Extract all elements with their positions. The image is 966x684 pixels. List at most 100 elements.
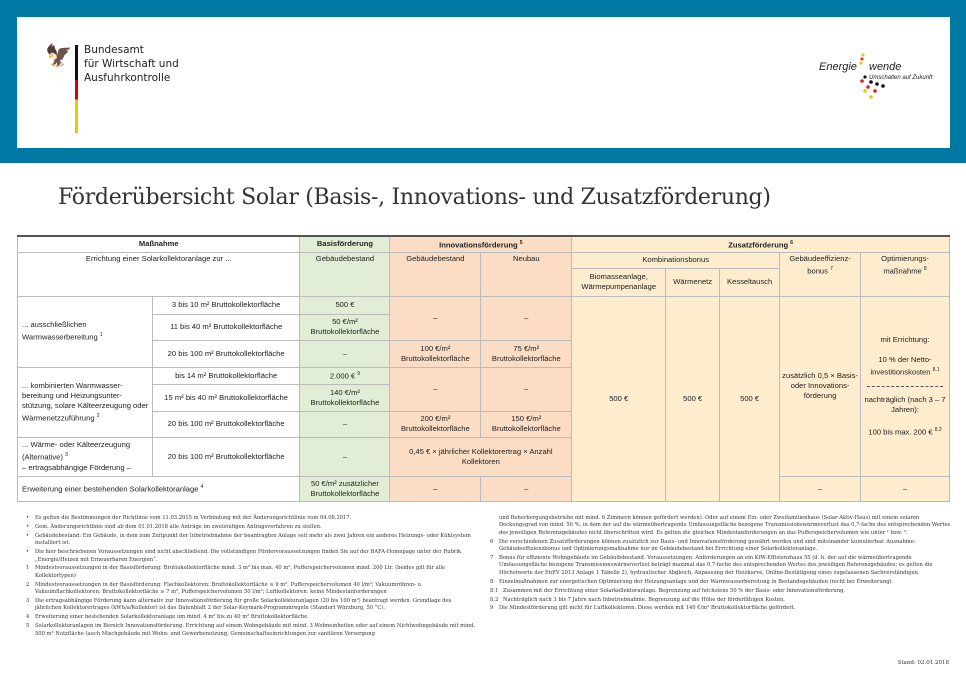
footnote: 2 Mindestvoraussetzungen in der Basisförd… (26, 582, 476, 597)
basis-value: 500 € (299, 295, 391, 315)
footnote-text: Gem. Änderungsrichtlinie sind ab dem 01.… (35, 523, 322, 530)
footnote-text: Gebäudebestand: Ein Gebäude, in dem zum … (35, 532, 471, 547)
header-effizienz: Gebäudeeffizienz-bonus 7 (779, 251, 862, 297)
footnote-number: • (26, 549, 30, 556)
header-innovation: Innovationsförderung 5 (389, 235, 573, 253)
header-waermenetz: Wärmenetz (665, 267, 721, 297)
group-ertrag: ... Wärme- oder Kälteerzeugung (Alternat… (17, 436, 153, 477)
footnote-number: 5 (26, 623, 30, 630)
footnote-number: 2 (26, 581, 30, 588)
header-innov-gebaeude: Gebäudebestand (389, 251, 482, 297)
row-area: 20 bis 100 m² Bruttokollektorfläche (151, 339, 301, 368)
innov-value: – (389, 475, 482, 502)
footnote-number: 8 (490, 578, 494, 585)
header-optim: Optimierungs-maßnahme 8 (860, 251, 950, 297)
header-innov-neubau: Neubau (480, 251, 573, 297)
footnote-text: Einzelmaßnahmen zur energetischen Optimi… (499, 578, 894, 585)
footnote-number: 8.1 (490, 587, 499, 594)
footnote-number: 9 (490, 605, 494, 612)
bafa-logo: 🦅 Bundesamt für Wirtschaft und Ausfuhrko… (45, 43, 179, 133)
header-massnahme: Maßnahme (16, 235, 301, 253)
basis-value: – (299, 339, 391, 368)
innov-value: – (389, 295, 482, 341)
header-frame: 🦅 Bundesamt für Wirtschaft und Ausfuhrko… (0, 0, 966, 163)
footnote-text: Die verschiedenen Zusatzförderungen könn… (499, 538, 916, 553)
effizienz-value: zusätzlich 0,5 × Basis- oder Innovations… (779, 295, 862, 477)
footnote: • Es gelten die Bestimmungen der Richtlin… (26, 515, 476, 522)
innov-value: 150 €/m² Bruttokollektorfläche (480, 410, 573, 438)
header-kessel: Kesseltausch (719, 267, 781, 297)
footnote-text: Nachträglich nach 3 bis 7 Jahre nach Inb… (503, 596, 785, 603)
footnote: • Die hier beschriebenen Voraussetzungen … (26, 549, 476, 564)
german-flag-bar (75, 45, 78, 133)
footnote-number: 4 (26, 614, 30, 621)
header-bio: Biomasseanlage, Wärmepumpenanlage (571, 267, 667, 297)
basis-value: – (299, 410, 391, 438)
innov-value: – (480, 475, 573, 502)
footnotes-right: und Beherbergungsbetriebe mit mind. 6 Zi… (490, 515, 955, 614)
kombi-waermenetz-value: 500 € (665, 295, 721, 502)
group-warmwasser: ... ausschließlichen Warmwasserbereitung… (17, 295, 153, 368)
header-inner: 🦅 Bundesamt für Wirtschaft und Ausfuhrko… (17, 17, 950, 148)
footnote: 3 Die ertragsabhängige Förderung kann alt… (26, 598, 476, 613)
header-errichtung: Errichtung einer Solarkollektoranlage zu… (16, 251, 301, 297)
org-line: für Wirtschaft und (84, 58, 179, 70)
footnote: 1 Mindestvoraussetzungen in der Basisförd… (26, 565, 476, 580)
kombi-bio-value: 500 € (571, 295, 667, 502)
optim-value: mit Errichtung: 10 % der Netto-investiti… (860, 295, 950, 477)
innov-value: 0,45 € × jährlicher Kollektorertrag × An… (389, 436, 573, 477)
innov-value: 75 €/m² Bruttokollektorfläche (480, 339, 573, 368)
row-area: 15 m² bis 40 m² Bruttokollektorfläche (151, 383, 301, 412)
footnote-number: 8.2 (490, 596, 499, 603)
footnote-number: 7 (490, 555, 494, 562)
group-kombiniert: ... kombinierten Warmwasser-bereitung un… (17, 366, 153, 438)
footnote-text: Die ertragsabhängige Förderung kann alte… (35, 598, 452, 612)
basis-value: 2.000 € 9 (299, 366, 391, 385)
footnote-number: • (26, 515, 30, 521)
footnote-text: Zusammen mit der Errichtung einer Solark… (503, 587, 846, 594)
footnote-text: Die hier beschriebenen Voraussetzungen s… (35, 549, 462, 563)
footnote-number (490, 515, 499, 537)
footnotes-left: • Es gelten die Bestimmungen der Richtlin… (26, 515, 476, 640)
footnote: 9 Die Mindestförderung gilt nicht für Luf… (490, 605, 955, 612)
innov-value: – (480, 295, 573, 341)
footnote: 4 Erweiterung einer bestehenden Solarkoll… (26, 614, 476, 621)
federal-eagle-icon: 🦅 (45, 43, 73, 68)
footnote-number: • (26, 532, 30, 539)
footnote: 6 Die verschiedenen Zusatzförderungen kön… (490, 539, 955, 554)
footnote-text: Mindestvoraussetzungen in der Basisförde… (35, 581, 423, 596)
stand-date: Stand: 02.01.2018 (897, 660, 949, 666)
funding-table: Maßnahme Basisförderung Innovationsförde… (16, 235, 950, 502)
footnote: 8 Einzelmaßnahmen zur energetischen Optim… (490, 579, 955, 586)
page-title: Förderübersicht Solar (Basis-, Innovatio… (58, 185, 771, 210)
header-zusatz: Zusatzförderung 6 (571, 235, 950, 253)
header-basis: Basisförderung (299, 235, 391, 253)
bafa-name: Bundesamt für Wirtschaft und Ausfuhrkont… (84, 43, 179, 133)
row-area: 20 bis 100 m² Bruttokollektorfläche (151, 436, 301, 477)
basis-value: 50 €/m² Bruttokollektorfläche (299, 313, 391, 341)
innov-value: 200 €/m² Bruttokollektorfläche (389, 410, 482, 438)
footnote: 7 Bonus für effiziente Wohngebäude im Geb… (490, 555, 955, 577)
footnote: • Gem. Änderungsrichtlinie sind ab dem 01… (26, 524, 476, 531)
header-kombi: Kombinationsbonus (571, 251, 781, 269)
basis-value: 140 €/m² Bruttokollektorfläche (299, 383, 391, 412)
footnote-text: Solarkollektoranlagen im Bereich Innovat… (35, 623, 476, 637)
header-basis-gebaeude: Gebäudebestand (299, 251, 391, 297)
group-erweiterung: Erweiterung einer bestehenden Solarkolle… (16, 475, 301, 502)
org-line: Ausfuhrkontrolle (84, 72, 171, 84)
footnote-number: 1 (26, 565, 30, 572)
footnote: und Beherbergungsbetriebe mit mind. 6 Zi… (490, 515, 955, 537)
effizienz-value: – (779, 475, 862, 502)
footnote-number: • (26, 523, 30, 530)
footnote-number: 6 (490, 538, 494, 545)
energiewende-logo: Energie wende Umschalten auf Zukunft (819, 53, 932, 99)
footnote-text: Bonus für effiziente Wohngebäude im Gebä… (499, 555, 933, 576)
footnote-text: Erweiterung einer bestehenden Solarkolle… (35, 614, 309, 621)
org-line: Bundesamt (84, 44, 144, 56)
footnote: 5 Solarkollektoranlagen im Bereich Innova… (26, 623, 476, 638)
innov-value: – (480, 366, 573, 412)
logo-tagline: Umschalten auf Zukunft (869, 75, 933, 81)
kombi-kessel-value: 500 € (719, 295, 781, 502)
logo-text-energie: Energie (819, 61, 857, 73)
innov-value: – (389, 366, 482, 412)
